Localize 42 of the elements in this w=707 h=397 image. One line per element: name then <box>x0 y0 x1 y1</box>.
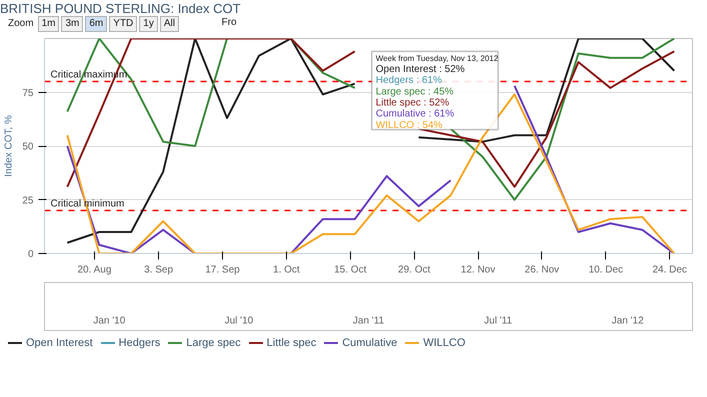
annotation: WILLCO : 54% <box>376 120 443 131</box>
text: All <box>160 16 179 32</box>
annotation: Large spec : 45% <box>376 86 454 98</box>
legend-label: Open Interest <box>25 336 93 351</box>
legend-label: Little spec <box>266 336 316 351</box>
x-tick-label: 26. Nov <box>524 264 560 276</box>
text: Jan '10 <box>93 316 126 327</box>
text: 1m <box>38 16 60 32</box>
x-tick-label: 24. Dec <box>652 264 687 276</box>
legend-label: WILLCO <box>422 336 466 351</box>
annotation: Week from Tuesday, Nov 13, 2012 <box>376 54 499 63</box>
y-axis-title: Index COT, % <box>3 115 14 177</box>
legend-label: Hedgers <box>118 336 160 351</box>
text: 1y <box>139 16 158 32</box>
text: Zoom <box>8 18 34 29</box>
x-tick-label: 17. Sep <box>205 264 240 276</box>
text: 6m <box>85 16 108 32</box>
x-tick-label: 3. Sep <box>144 264 174 276</box>
legend-label: Large spec <box>185 336 241 351</box>
x-tick-label: 12. Nov <box>460 264 496 276</box>
y-tick-label: 25 <box>22 195 34 206</box>
text: Jan '12 <box>612 316 644 327</box>
x-tick-label: 10. Dec <box>588 264 624 276</box>
annotation: Open Interest : 52% <box>376 64 465 75</box>
annotation: Cumulative : 61% <box>376 108 454 120</box>
x-tick-label: 29. Oct <box>398 264 430 276</box>
y-tick-label: 75 <box>22 88 34 99</box>
annotation: Little spec : 52% <box>376 98 450 108</box>
text: Jan '11 <box>352 316 385 327</box>
x-tick-label: 1. Oct <box>273 264 300 276</box>
legend-label: Cumulative <box>341 336 398 351</box>
text: 3m <box>61 16 84 32</box>
annotation: Hedgers : 61% <box>376 75 442 86</box>
text: Jul '11 <box>484 316 512 327</box>
y-tick-label: 50 <box>22 142 34 152</box>
y-tick-label: 0 <box>28 249 34 260</box>
text: YTD <box>109 16 138 32</box>
x-tick-label: 15. Oct <box>334 264 367 276</box>
text: Fro <box>222 16 237 30</box>
chart-title: BRITISH POUND STERLING: Index COT <box>0 0 241 16</box>
x-tick-label: 20. Aug <box>77 264 112 276</box>
text: Jul '10 <box>224 316 254 327</box>
